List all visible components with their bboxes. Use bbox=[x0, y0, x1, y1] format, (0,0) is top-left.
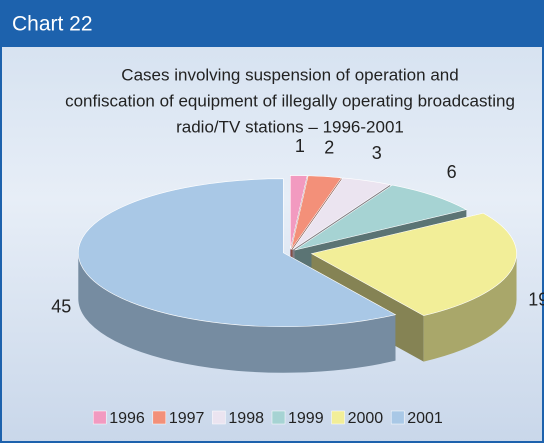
legend-label: 2000 bbox=[348, 410, 384, 427]
legend-swatch bbox=[331, 410, 345, 425]
slice-side bbox=[423, 253, 517, 362]
slice bbox=[289, 175, 308, 250]
legend-swatch bbox=[390, 410, 405, 425]
legend-swatch bbox=[212, 410, 226, 425]
slice bbox=[77, 178, 397, 328]
legend-label: 1998 bbox=[228, 410, 264, 427]
legend-label: 1996 bbox=[109, 410, 145, 427]
legend-swatch bbox=[152, 410, 167, 425]
data-label: 1 bbox=[295, 136, 305, 156]
header-bar bbox=[0, 0, 544, 46]
slice bbox=[290, 175, 343, 250]
data-label: 6 bbox=[447, 162, 457, 182]
legend-label: 1999 bbox=[288, 410, 324, 427]
data-label: 19 bbox=[528, 290, 544, 310]
legend-swatch bbox=[271, 410, 286, 425]
slice bbox=[310, 212, 517, 316]
legend-swatch bbox=[92, 410, 107, 425]
chart-title: radio/TV stations – 1996-2001 bbox=[176, 117, 404, 136]
data-label: 45 bbox=[51, 297, 71, 317]
legend-label: 1997 bbox=[169, 410, 205, 427]
slice bbox=[292, 177, 391, 250]
slice bbox=[294, 184, 468, 251]
chart-title: confiscation of equipment of illegally o… bbox=[65, 91, 515, 110]
data-label: 2 bbox=[324, 137, 334, 157]
slice-side bbox=[78, 252, 396, 373]
panel-title: Chart 22 bbox=[12, 13, 93, 36]
legend-label: 2001 bbox=[407, 410, 443, 427]
chart-title: Cases involving suspension of operation … bbox=[121, 65, 458, 84]
panel-border bbox=[0, 45, 544, 443]
data-label: 3 bbox=[372, 143, 382, 163]
